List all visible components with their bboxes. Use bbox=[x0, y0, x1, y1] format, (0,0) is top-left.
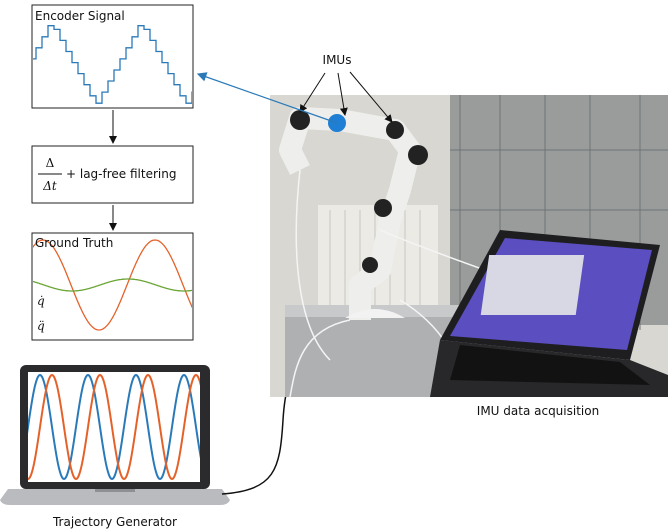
ground-truth-wave bbox=[33, 239, 192, 331]
laptop-base bbox=[0, 489, 230, 505]
trajectory-wave bbox=[28, 373, 200, 481]
encoder-box bbox=[31, 4, 194, 109]
laptop-screen bbox=[28, 372, 200, 482]
encoder-wave bbox=[33, 25, 192, 104]
photo-caption: IMU data acquisition bbox=[477, 404, 599, 418]
legend-label: q̇ bbox=[37, 294, 45, 308]
trajectory-label: Trajectory Generator bbox=[52, 515, 177, 529]
ground-truth-wave bbox=[33, 278, 192, 292]
legend-label: q̈ bbox=[37, 319, 45, 333]
denominator: Δt bbox=[42, 179, 57, 193]
numerator: Δ bbox=[46, 156, 55, 170]
arrow bbox=[349, 71, 393, 123]
imus-label: IMUs bbox=[323, 53, 352, 67]
ground-truth-title: Ground Truth bbox=[35, 236, 113, 250]
laptop-notch bbox=[95, 489, 135, 492]
photo bbox=[270, 95, 668, 398]
arrow bbox=[337, 72, 348, 116]
filter-label: + lag-free filtering bbox=[66, 167, 176, 181]
trajectory-wave bbox=[28, 373, 200, 481]
arrow bbox=[196, 72, 338, 124]
encoder-title: Encoder Signal bbox=[35, 9, 125, 23]
ground-truth-box bbox=[31, 232, 194, 341]
arrow bbox=[299, 72, 326, 113]
